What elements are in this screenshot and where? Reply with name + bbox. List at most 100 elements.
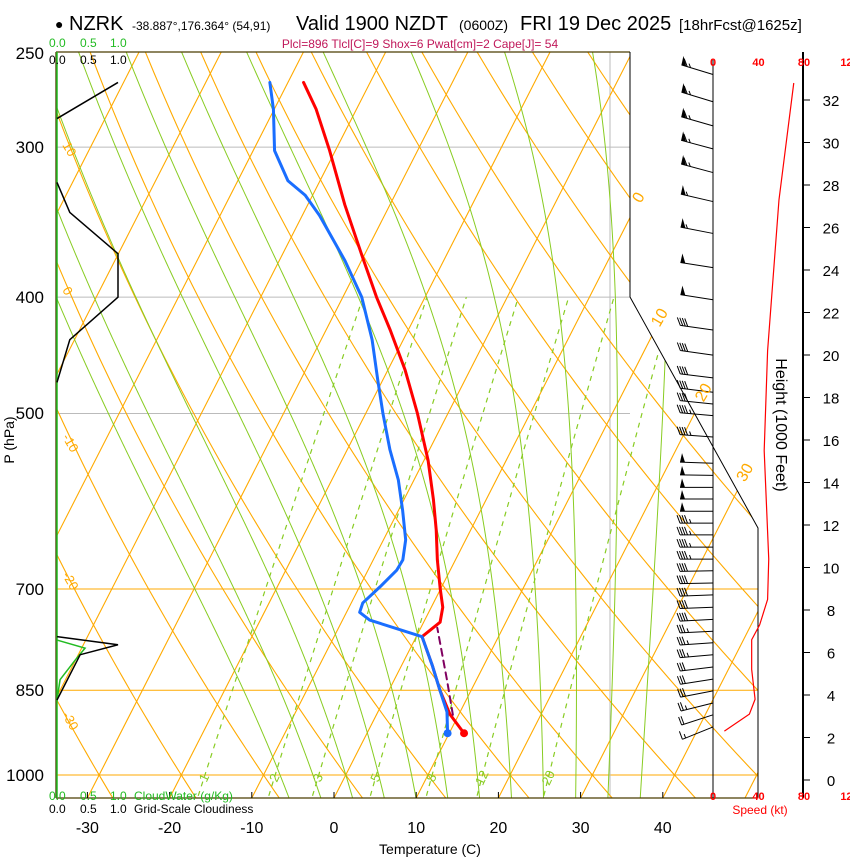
- speed-axis-title: Speed (kt): [732, 803, 787, 817]
- wind-barb: [681, 107, 714, 127]
- wind-barb-full: [676, 624, 681, 634]
- wind-barb: [677, 688, 714, 698]
- wind-barb-full: [678, 731, 683, 740]
- valid-time: Valid 1900 NZDT: [296, 13, 448, 35]
- wind-barb: [676, 587, 714, 597]
- speed-tick-label: 120: [840, 791, 850, 803]
- moist-adiabat-line: [56, 52, 356, 798]
- wind-barb-shaft: [679, 474, 714, 476]
- height-tick-label: 10: [823, 561, 840, 578]
- wind-barb-full: [679, 426, 684, 436]
- wind-barb-full: [681, 343, 686, 352]
- dry-adiabat-line: [421, 52, 758, 798]
- thermo-grid: [56, 52, 758, 798]
- moist-adiabat-line: [501, 52, 577, 798]
- data-marks: [56, 52, 795, 798]
- wind-barb-shaft: [679, 582, 714, 585]
- wind-barb: [680, 155, 714, 174]
- cloudiness-bottom-tick-0: 0.0: [49, 802, 66, 816]
- height-tick-label: 24: [823, 263, 840, 280]
- wind-barb-half: [689, 542, 692, 548]
- wind-barb-pennant: [680, 285, 686, 296]
- station-coords: -38.887°,176.364° (54,91): [132, 19, 270, 33]
- wind-barb-half: [689, 554, 692, 560]
- cloudwater-profile: [56, 639, 87, 701]
- speed-tick-label: 40: [752, 57, 764, 69]
- cloudiness-top-tick-0: 0.0: [49, 53, 66, 67]
- mixing-ratio-label: 12: [472, 768, 492, 787]
- wind-barb-full: [679, 649, 684, 658]
- wind-barb: [676, 575, 714, 585]
- wind-barb-shaft: [680, 373, 714, 379]
- pressure-tick-500: 500: [16, 404, 44, 423]
- wind-barb: [676, 426, 714, 438]
- sounding-indices: Plcl=896 Tlcl[C]=9 Shox=6 Pwat[cm]=2 Cap…: [282, 37, 559, 51]
- mixing-ratio-line: [474, 296, 615, 798]
- wind-barb-shaft: [680, 400, 714, 405]
- cloudiness-top-tick-1: 1.0: [110, 53, 127, 67]
- wind-barb: [676, 662, 714, 672]
- wind-barb-shaft: [680, 654, 714, 659]
- wind-barb-full: [681, 538, 686, 548]
- dry-adiabat-line: [56, 52, 118, 798]
- wind-barb-full: [684, 393, 689, 402]
- pressure-tick-1000: 1000: [6, 766, 44, 785]
- wind-barb-full: [681, 550, 686, 560]
- isotherm-line: [576, 52, 758, 798]
- wind-barb-shaft: [680, 690, 714, 698]
- wind-barb: [676, 392, 714, 405]
- wind-barb-full: [683, 58, 688, 67]
- wind-barb-full: [676, 600, 681, 609]
- cloudwater-bottom-tick-0: 0.0: [49, 789, 66, 803]
- wind-barb: [676, 675, 714, 685]
- wind-barb-half: [689, 530, 692, 536]
- wind-barb: [676, 550, 713, 560]
- wind-barb-pennant: [681, 55, 687, 67]
- wind-barb: [680, 502, 713, 512]
- mixing-ratio-label: 20: [538, 768, 558, 787]
- wind-barb: [676, 514, 713, 524]
- wind-barb-full: [679, 317, 684, 326]
- isotherm-line: [56, 52, 310, 798]
- height-tick-label: 6: [827, 646, 835, 663]
- cloudiness-profile: [56, 81, 119, 120]
- wind-barb-shaft: [680, 163, 714, 174]
- wind-barb: [681, 55, 714, 75]
- temperature-tick-label: 30: [572, 820, 590, 837]
- wind-barb-full: [677, 688, 682, 698]
- wind-barb: [676, 365, 714, 379]
- wind-barb-pennant: [680, 465, 686, 475]
- isotherm-line: [56, 52, 228, 798]
- moist-adiabat-line: [177, 52, 450, 798]
- wind-barb-full: [682, 688, 686, 697]
- wind-barb-full: [679, 392, 684, 402]
- mixing-ratio-line: [309, 296, 467, 798]
- wind-barb-full: [679, 688, 684, 697]
- wind-barb: [679, 465, 714, 476]
- wind-barb-full: [676, 514, 681, 524]
- wind-barb-full: [683, 157, 688, 166]
- moist-adiabat-line: [56, 52, 324, 798]
- pressure-tick-400: 400: [16, 288, 44, 307]
- wind-barb-full: [683, 110, 688, 119]
- wind-barb-shaft: [680, 642, 714, 646]
- wind-barb-shaft: [680, 666, 714, 672]
- wind-barb-shaft: [680, 412, 714, 417]
- wind-barb-full: [681, 662, 686, 671]
- wind-barb-full: [684, 600, 688, 609]
- wind-barb-full: [684, 563, 688, 572]
- cloudwater-top-tick-05: 0.5: [80, 36, 97, 50]
- height-axis-title: Height (1000 Feet): [772, 358, 789, 491]
- moist-adiabat-line: [75, 52, 387, 798]
- cloudwater-top-tick-0: 0.0: [49, 36, 66, 50]
- speed-tick-label: 80: [798, 791, 810, 803]
- wind-barb-half: [688, 115, 691, 120]
- wind-barb-full: [676, 563, 681, 572]
- wind-barb-shaft: [679, 570, 714, 572]
- station-id: NZRK: [69, 13, 124, 35]
- wind-barb-half: [689, 409, 692, 414]
- station-bullet: ●: [55, 16, 63, 32]
- wind-barb-full: [681, 426, 686, 436]
- wind-barb-full: [676, 392, 681, 401]
- wind-barb-half: [685, 191, 689, 196]
